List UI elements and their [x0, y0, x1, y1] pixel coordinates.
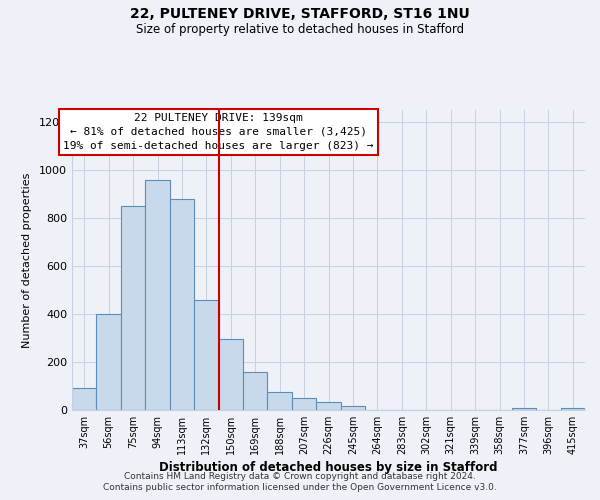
- Text: Contains public sector information licensed under the Open Government Licence v3: Contains public sector information licen…: [103, 484, 497, 492]
- Text: Size of property relative to detached houses in Stafford: Size of property relative to detached ho…: [136, 22, 464, 36]
- Text: 22 PULTENEY DRIVE: 139sqm
← 81% of detached houses are smaller (3,425)
19% of se: 22 PULTENEY DRIVE: 139sqm ← 81% of detac…: [63, 113, 373, 151]
- Bar: [194, 300, 218, 410]
- Bar: [170, 199, 194, 410]
- Bar: [218, 339, 243, 410]
- Bar: [512, 408, 536, 410]
- Text: 22, PULTENEY DRIVE, STAFFORD, ST16 1NU: 22, PULTENEY DRIVE, STAFFORD, ST16 1NU: [130, 8, 470, 22]
- Bar: [292, 398, 316, 410]
- Bar: [341, 406, 365, 410]
- Bar: [316, 402, 341, 410]
- Bar: [72, 388, 97, 410]
- Bar: [121, 206, 145, 410]
- Bar: [268, 392, 292, 410]
- Y-axis label: Number of detached properties: Number of detached properties: [22, 172, 32, 348]
- Bar: [560, 408, 585, 410]
- Bar: [243, 372, 268, 410]
- Bar: [145, 180, 170, 410]
- Text: Contains HM Land Registry data © Crown copyright and database right 2024.: Contains HM Land Registry data © Crown c…: [124, 472, 476, 481]
- X-axis label: Distribution of detached houses by size in Stafford: Distribution of detached houses by size …: [159, 461, 498, 474]
- Bar: [97, 314, 121, 410]
